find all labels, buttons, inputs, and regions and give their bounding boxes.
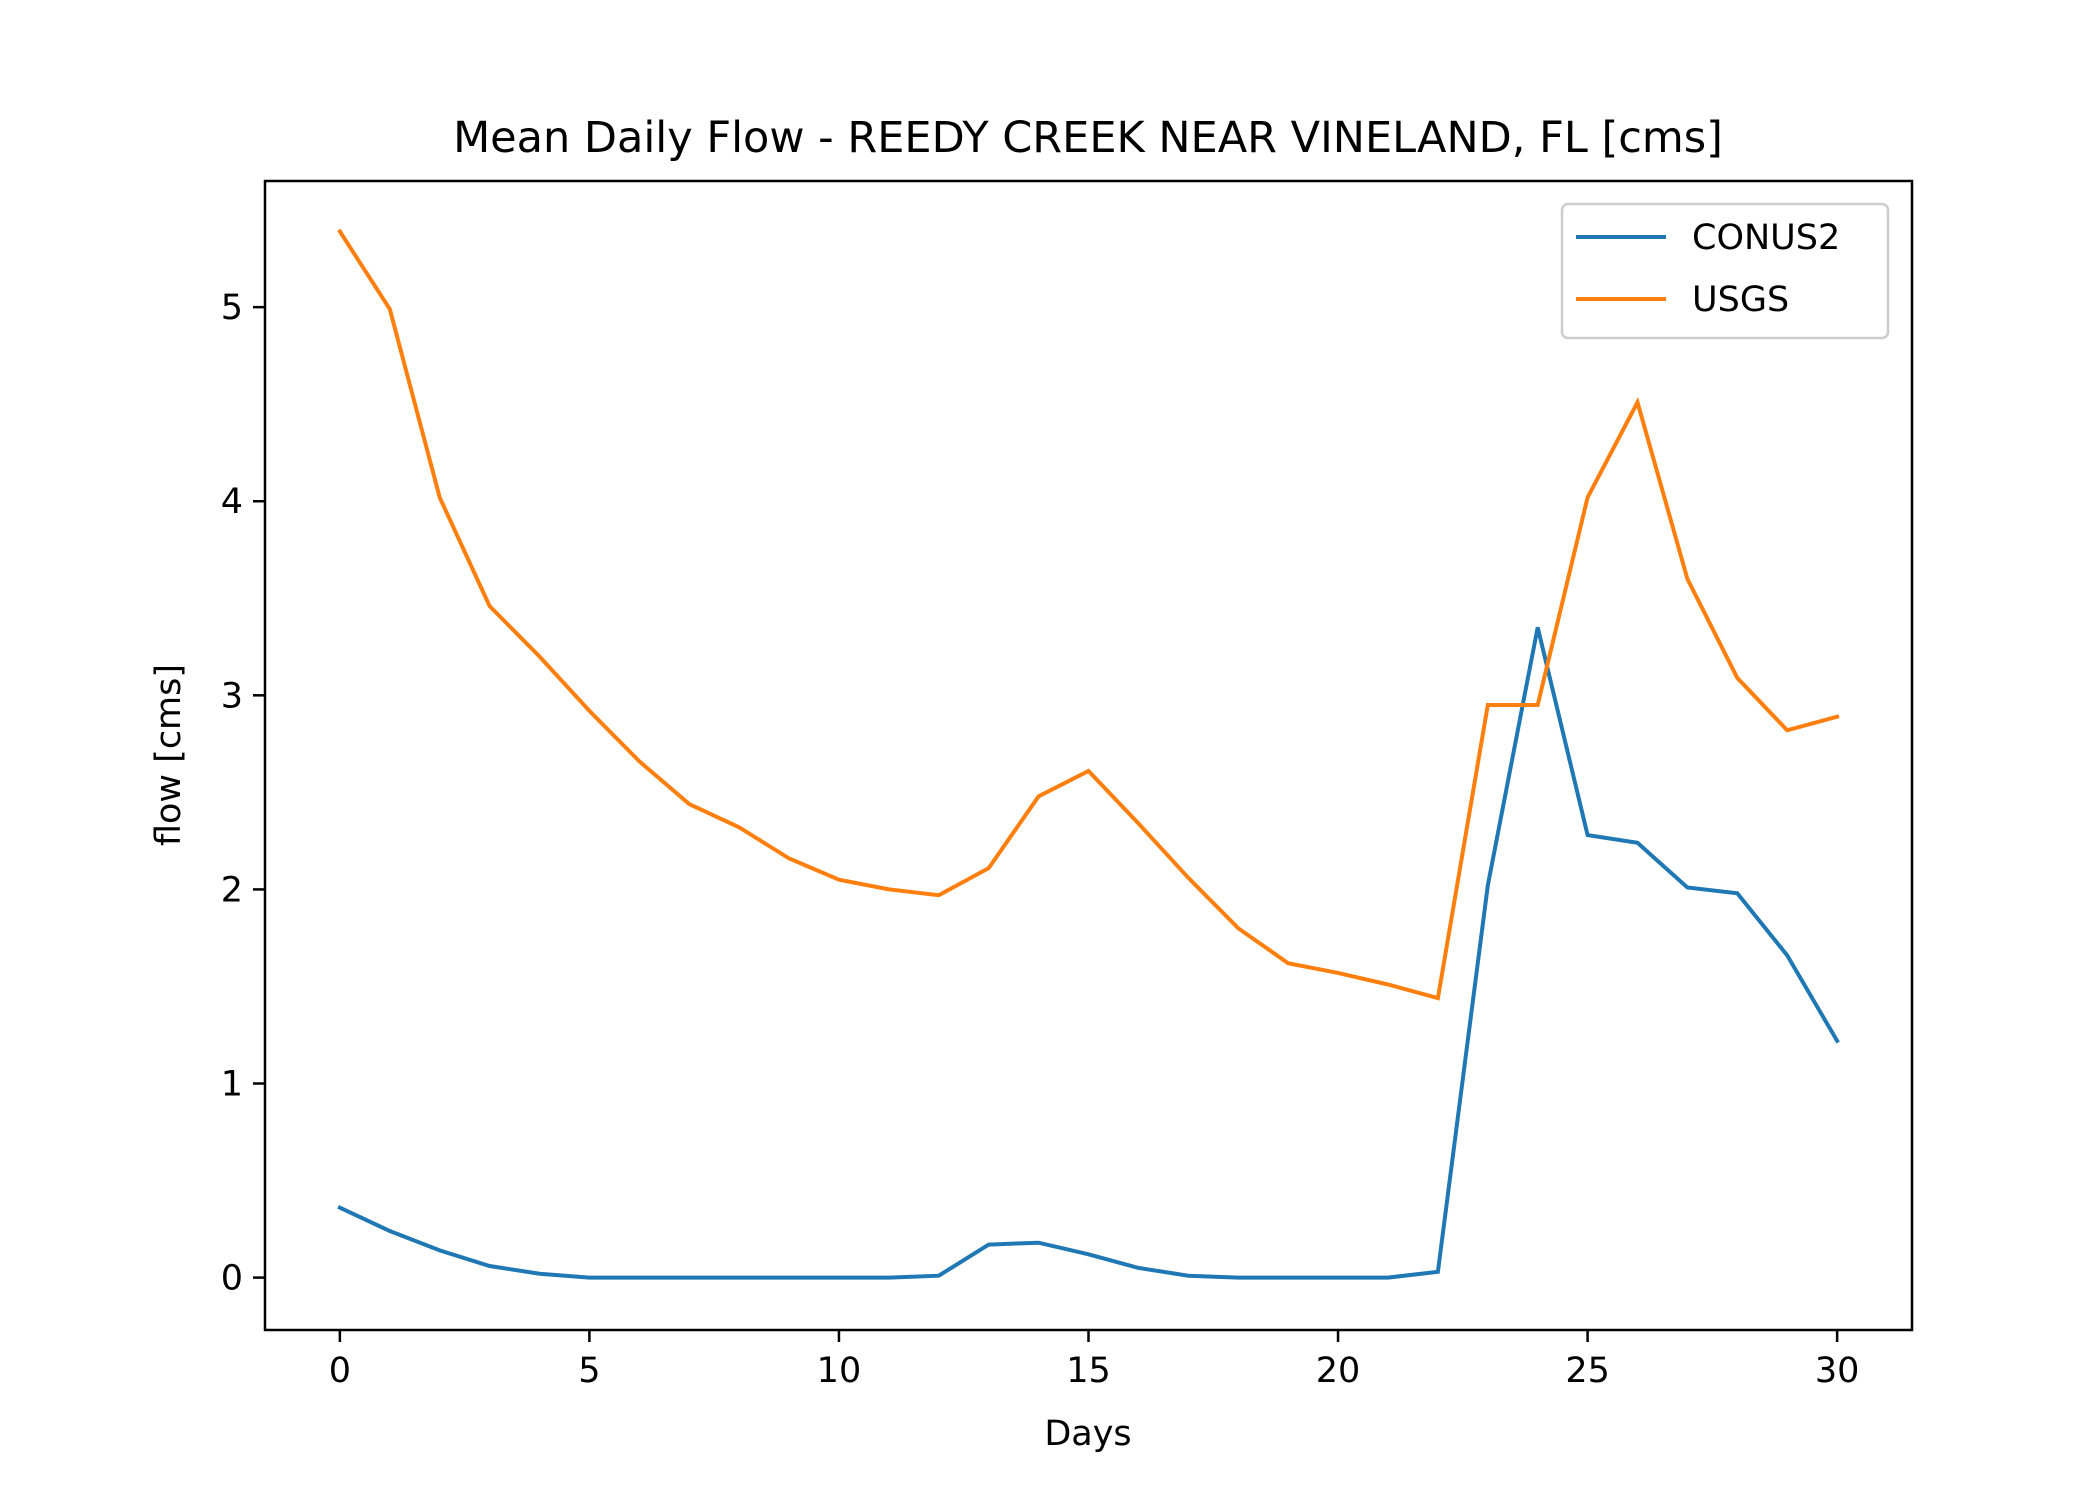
y-tick-label: 3 bbox=[221, 676, 243, 716]
legend: CONUS2 USGS bbox=[1560, 202, 1890, 340]
y-tick-label: 1 bbox=[221, 1065, 243, 1105]
series-line-usgs bbox=[337, 228, 1840, 1001]
series-layer bbox=[337, 228, 1840, 1280]
chart-title: Mean Daily Flow - REEDY CREEK NEAR VINEL… bbox=[453, 113, 1723, 163]
x-tick-label: 5 bbox=[578, 1351, 600, 1391]
x-tick-label: 0 bbox=[329, 1351, 351, 1391]
legend-label-usgs: USGS bbox=[1692, 280, 1789, 320]
x-tick-label: 15 bbox=[1066, 1351, 1111, 1391]
y-tick-label: 4 bbox=[221, 482, 243, 522]
series-line-conus2 bbox=[337, 626, 1840, 1280]
x-tick-label: 30 bbox=[1815, 1351, 1860, 1391]
x-tick-label: 20 bbox=[1316, 1351, 1361, 1391]
y-tick-label: 0 bbox=[221, 1259, 243, 1299]
y-axis-label: flow [cms] bbox=[149, 664, 189, 846]
plot-frame bbox=[263, 179, 1914, 1332]
x-axis-label: Days bbox=[1044, 1414, 1131, 1454]
x-tick-label: 10 bbox=[817, 1351, 862, 1391]
y-axis: 0 1 2 3 4 5 bbox=[221, 288, 265, 1299]
y-tick-label: 2 bbox=[221, 870, 243, 910]
legend-label-conus2: CONUS2 bbox=[1692, 218, 1840, 258]
y-tick-label: 5 bbox=[221, 288, 243, 328]
x-tick-label: 25 bbox=[1565, 1351, 1610, 1391]
x-axis: 0 5 10 15 20 25 30 bbox=[329, 1330, 1860, 1391]
